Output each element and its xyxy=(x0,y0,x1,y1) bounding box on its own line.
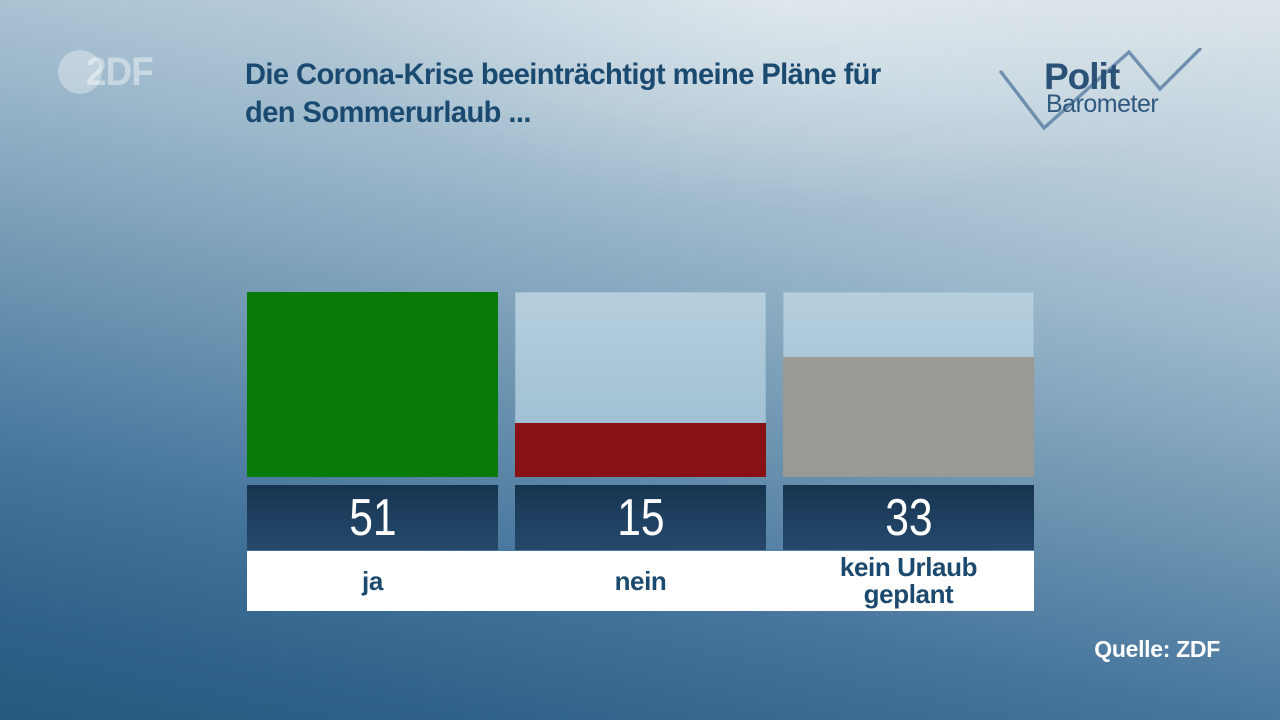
category-label-nein: nein xyxy=(515,551,766,611)
value-band: 33 xyxy=(783,485,1034,550)
bar-fill-nein xyxy=(515,422,766,477)
bar-fill-kein-urlaub xyxy=(783,357,1034,477)
politbarometer-logo: Polit Barometer xyxy=(998,48,1210,140)
value-band: 51 xyxy=(247,485,498,550)
category-label-band: ja nein kein Urlaub geplant xyxy=(247,551,1034,611)
bar-column-ja: 51 xyxy=(247,292,498,611)
category-label-text: nein xyxy=(614,565,667,596)
page-title-line1: Die Corona-Krise beeinträchtigt meine Pl… xyxy=(245,58,881,91)
bar-column-kein-urlaub: 33 xyxy=(783,292,1034,611)
value-label-kein-urlaub: 33 xyxy=(884,488,933,547)
page-title: Die Corona-Krise beeinträchtigt meine Pl… xyxy=(245,56,982,132)
bar-cell xyxy=(247,292,498,477)
bar-fill-ja xyxy=(247,292,498,477)
category-label-text: kein Urlaub geplant xyxy=(839,552,978,609)
bar-cell xyxy=(783,292,1034,477)
zdf-logo-circle-icon xyxy=(58,50,102,94)
category-label-kein-urlaub: kein Urlaub geplant xyxy=(783,551,1034,611)
zdf-logo-text: 2DF xyxy=(86,50,154,94)
zdf-logo: 2DF xyxy=(58,48,178,98)
politbarometer-logo-word2: Barometer xyxy=(1046,90,1159,118)
page-title-line2: den Sommerurlaub ... xyxy=(245,96,531,129)
bar-cell xyxy=(515,292,766,477)
value-label-ja: 51 xyxy=(348,488,397,547)
category-label-text: ja xyxy=(362,565,383,596)
category-label-ja: ja xyxy=(247,551,498,611)
source-credit: Quelle: ZDF xyxy=(1094,636,1220,662)
barometer-zigzag-icon xyxy=(999,48,1202,131)
politbarometer-logo-word1: Polit xyxy=(1044,56,1120,97)
value-label-nein: 15 xyxy=(616,488,665,547)
value-band: 15 xyxy=(515,485,766,550)
bar-column-nein: 15 xyxy=(515,292,766,611)
bar-chart: 51 15 33 xyxy=(247,292,1034,611)
